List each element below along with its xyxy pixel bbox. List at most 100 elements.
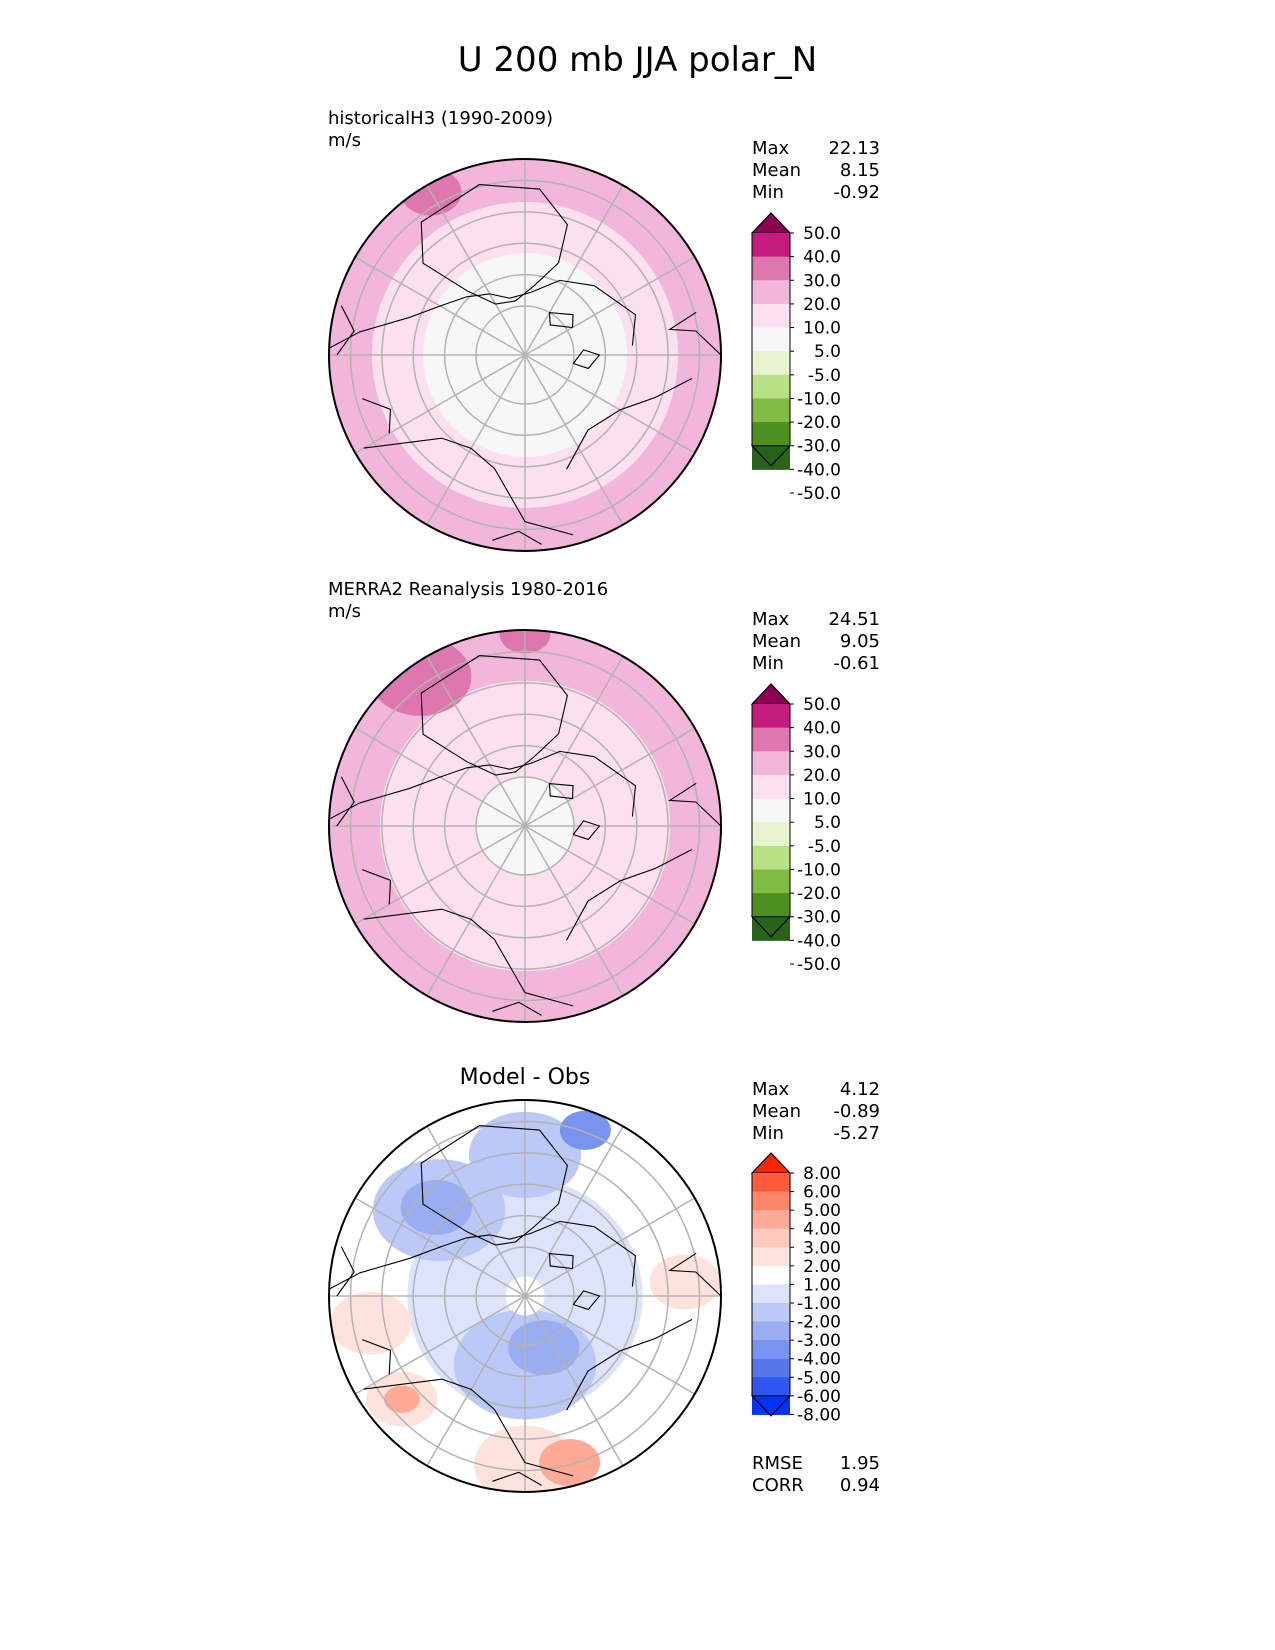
- longitude-gridline: [524, 1125, 624, 1297]
- colorbar-segment: [752, 751, 790, 776]
- colorbar-tick-label: 5.00: [803, 1201, 841, 1221]
- stat-label: Mean: [752, 1101, 802, 1122]
- stat-label: Min: [752, 1123, 784, 1144]
- longitude-gridline: [426, 354, 526, 526]
- polar-map-3: [328, 1099, 722, 1493]
- longitude-gridline: [524, 1197, 696, 1297]
- colorbar-tick-label: 50.0: [803, 224, 841, 244]
- colorbar-tick-label: -40.0: [797, 460, 841, 480]
- colorbar-segment: [752, 233, 790, 258]
- colorbar-segment: [752, 303, 790, 329]
- stat-label: Max: [752, 609, 790, 630]
- coastline: [329, 1220, 637, 1290]
- colorbar-tick-label: 6.00: [803, 1183, 841, 1203]
- colorbar-tick-label: -6.00: [797, 1387, 841, 1407]
- longitude-gridline: [354, 354, 526, 454]
- colorbar-segment: [752, 1191, 790, 1211]
- longitude-gridline: [426, 1295, 526, 1467]
- contour-region: [539, 1439, 601, 1487]
- colorbar-extend-top: [750, 212, 792, 234]
- colorbar-segment: [752, 704, 790, 729]
- stat-value: 1.95: [839, 1453, 880, 1474]
- figure-title: U 200 mb JJA polar_N: [457, 40, 818, 80]
- colorbar-segment: [752, 1284, 790, 1304]
- colorbar-segment: [752, 1303, 790, 1323]
- colorbar-tick-label: 8.00: [803, 1164, 841, 1184]
- map-boundary: [328, 1099, 722, 1493]
- stat-value: -0.61: [833, 653, 880, 674]
- coastline: [363, 908, 574, 1007]
- coastline: [566, 1318, 693, 1411]
- contour-region: [400, 1179, 472, 1235]
- colorbar-tick-label: 20.0: [803, 295, 841, 315]
- contour-region: [508, 1320, 580, 1376]
- coastline: [361, 1339, 392, 1375]
- longitude-gridline: [354, 825, 526, 925]
- colorbar-tick-label: 50.0: [803, 695, 841, 715]
- panel-2-units: m/s: [328, 601, 361, 622]
- coastline: [572, 820, 601, 841]
- colorbar-segment: [752, 351, 790, 376]
- stat-label: CORR: [752, 1475, 804, 1496]
- panel-2-stats: Max 24.51 Mean 9.05 Min -0.61: [752, 609, 880, 675]
- coastline: [363, 437, 574, 536]
- stat-label: Mean: [752, 631, 802, 652]
- coastline: [363, 1378, 574, 1477]
- colorbar-tick-label: -5.00: [797, 1368, 841, 1388]
- colorbar-segment: [752, 256, 790, 281]
- colorbar-tick-label: -30.0: [797, 908, 841, 928]
- colorbar-tick-label: -4.00: [797, 1350, 841, 1370]
- colorbar-tick-label: -5.0: [808, 366, 841, 386]
- map-field: [329, 159, 721, 551]
- coastline: [668, 782, 721, 827]
- stat-value: 0.94: [839, 1475, 880, 1496]
- colorbar-segment: [752, 822, 790, 847]
- contour-region: [559, 1110, 611, 1150]
- coastline: [548, 1252, 574, 1270]
- colorbar-tick-label: 40.0: [803, 719, 841, 739]
- stat-value: -0.92: [833, 182, 880, 203]
- coastline: [492, 1001, 542, 1016]
- longitude-gridline: [524, 825, 624, 997]
- coastline: [420, 1125, 568, 1246]
- stat-value: 4.12: [839, 1079, 880, 1100]
- panel-1-stats: Max 22.13 Mean 8.15 Min -0.92: [752, 138, 880, 204]
- colorbar-segment: [752, 422, 790, 447]
- colorbar-segment: [752, 1321, 790, 1341]
- colorbar-segment: [752, 398, 790, 423]
- colorbar-tick-label: -50.0: [797, 484, 841, 504]
- coastline: [572, 349, 601, 370]
- colorbar-tick-label: 5.0: [814, 813, 841, 833]
- contour-region: [649, 1254, 721, 1310]
- colorbar-segment: [752, 327, 790, 352]
- colorbar-tick-label: -2.00: [797, 1313, 841, 1333]
- colorbar-tick-label: 5.0: [814, 342, 841, 362]
- colorbar-extend-top: [750, 683, 792, 705]
- stat-label: Max: [752, 138, 790, 159]
- colorbar-segment: [752, 727, 790, 752]
- colorbar-tick-label: 4.00: [803, 1220, 841, 1240]
- coastline: [420, 655, 568, 776]
- colorbar-tick-label: 2.00: [803, 1257, 841, 1277]
- coastline: [492, 530, 542, 545]
- colorbar-segment: [752, 1228, 790, 1248]
- longitude-gridline: [524, 655, 624, 827]
- colorbar-segment: [752, 869, 790, 894]
- longitude-gridline: [426, 1125, 526, 1297]
- longitude-gridline: [524, 354, 624, 526]
- colorbar-tick-label: -20.0: [797, 884, 841, 904]
- colorbar-segment: [752, 1173, 790, 1193]
- contour-region: [369, 637, 472, 716]
- colorbar-segment: [752, 1265, 790, 1285]
- longitude-gridline: [524, 354, 696, 454]
- panel-1-units: m/s: [328, 130, 361, 151]
- map-field: [329, 1100, 721, 1492]
- polar-map-2: [328, 629, 722, 1023]
- colorbar-tick-label: 20.0: [803, 766, 841, 786]
- longitude-gridline: [354, 1295, 526, 1395]
- colorbar-segment: [752, 1210, 790, 1230]
- colorbar-segment: [752, 374, 790, 399]
- longitude-gridline: [524, 825, 696, 925]
- map-field: [329, 630, 721, 1022]
- longitude-gridline: [524, 1295, 624, 1467]
